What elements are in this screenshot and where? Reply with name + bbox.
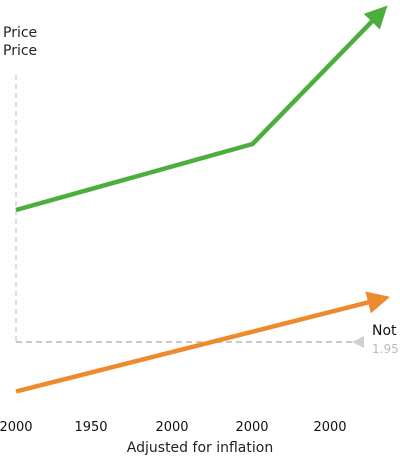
- x-tick-label-4: 2000: [235, 420, 268, 435]
- baseline-arrowhead: [352, 336, 364, 348]
- series-line-1: [15, 5, 388, 213]
- x-tick-label-2: 1950: [74, 420, 107, 435]
- y-axis-label-line-2: Price: [3, 43, 38, 59]
- x-tick-label-3: 2000: [155, 420, 188, 435]
- x-tick-label-5: 2000: [313, 420, 346, 435]
- x-axis-label: Adjusted for inflation: [126, 440, 274, 456]
- annotation-text: Not: [372, 323, 397, 339]
- annotation-subtext: 1.95: [372, 342, 399, 356]
- series-line-2: [15, 291, 390, 394]
- x-tick-labels: 2000 1950 2000 2000 2000: [0, 420, 347, 435]
- x-tick-label-1: 2000: [0, 420, 33, 435]
- series-layer: [15, 5, 390, 394]
- y-axis-label-line-1: Price: [3, 25, 38, 41]
